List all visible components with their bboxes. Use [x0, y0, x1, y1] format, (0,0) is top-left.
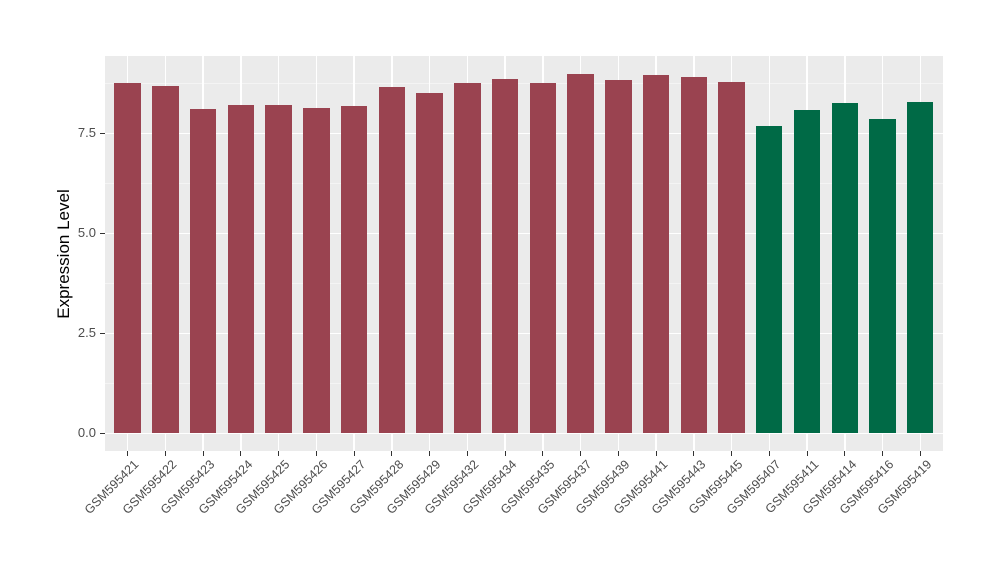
y-axis-tick [100, 232, 105, 234]
bar-GSM595421 [114, 83, 141, 433]
x-axis-tick [844, 451, 846, 456]
major-gridline [105, 132, 943, 134]
x-axis-tick [731, 451, 733, 456]
x-axis-tick [504, 451, 506, 456]
x-axis-tick [580, 451, 582, 456]
minor-gridline [105, 183, 943, 184]
bar-GSM595407 [756, 125, 783, 433]
plot-panel [105, 56, 943, 451]
y-tick-label: 2.5 [77, 325, 96, 340]
bar-GSM595414 [831, 102, 858, 433]
bar-GSM595445 [718, 82, 745, 433]
x-axis-tick [542, 451, 544, 456]
bar-GSM595437 [567, 74, 594, 433]
bar-GSM595422 [152, 86, 179, 433]
bar-GSM595411 [793, 109, 821, 433]
x-axis-tick [466, 451, 468, 456]
major-gridline [105, 432, 943, 434]
x-axis-tick [768, 451, 770, 456]
x-axis-tick [202, 451, 204, 456]
bar-GSM595426 [303, 107, 330, 433]
bar-GSM595429 [416, 93, 443, 433]
y-tick-label: 5.0 [77, 225, 96, 240]
bar-GSM595427 [340, 106, 368, 433]
x-axis-tick [391, 451, 393, 456]
bar-GSM595416 [869, 118, 896, 433]
bar-GSM595432 [454, 83, 481, 433]
bar-GSM595435 [529, 82, 557, 433]
bar-GSM595423 [189, 109, 217, 433]
x-axis-tick [315, 451, 317, 456]
x-axis-tick [693, 451, 695, 456]
x-axis-tick [240, 451, 242, 456]
x-axis-tick [429, 451, 431, 456]
minor-gridline [105, 283, 943, 284]
y-axis-title: Expression Level [54, 188, 73, 319]
minor-gridline [105, 383, 943, 384]
x-axis-tick [919, 451, 921, 456]
x-axis-tick [882, 451, 884, 456]
bar-GSM595434 [491, 78, 519, 433]
x-axis-tick [655, 451, 657, 456]
x-axis-tick [127, 451, 129, 456]
bar-GSM595441 [642, 74, 670, 433]
y-axis-tick [100, 432, 105, 434]
x-axis-tick [617, 451, 619, 456]
x-axis-tick [278, 451, 280, 456]
bar-GSM595439 [605, 79, 632, 433]
bar-GSM595425 [265, 105, 292, 433]
bar-GSM595443 [680, 76, 708, 433]
bar-GSM595428 [378, 86, 406, 433]
x-axis-tick [806, 451, 808, 456]
y-axis-tick [100, 132, 105, 134]
y-axis-tick [100, 332, 105, 334]
major-gridline [105, 232, 943, 234]
y-tick-label: 0.0 [77, 425, 96, 440]
x-axis-tick [353, 451, 355, 456]
bar-GSM595419 [907, 102, 934, 433]
bar-GSM595424 [227, 105, 255, 433]
x-axis-tick [164, 451, 166, 456]
major-gridline [105, 332, 943, 334]
minor-gridline [105, 83, 943, 84]
y-tick-label: 7.5 [77, 125, 96, 140]
